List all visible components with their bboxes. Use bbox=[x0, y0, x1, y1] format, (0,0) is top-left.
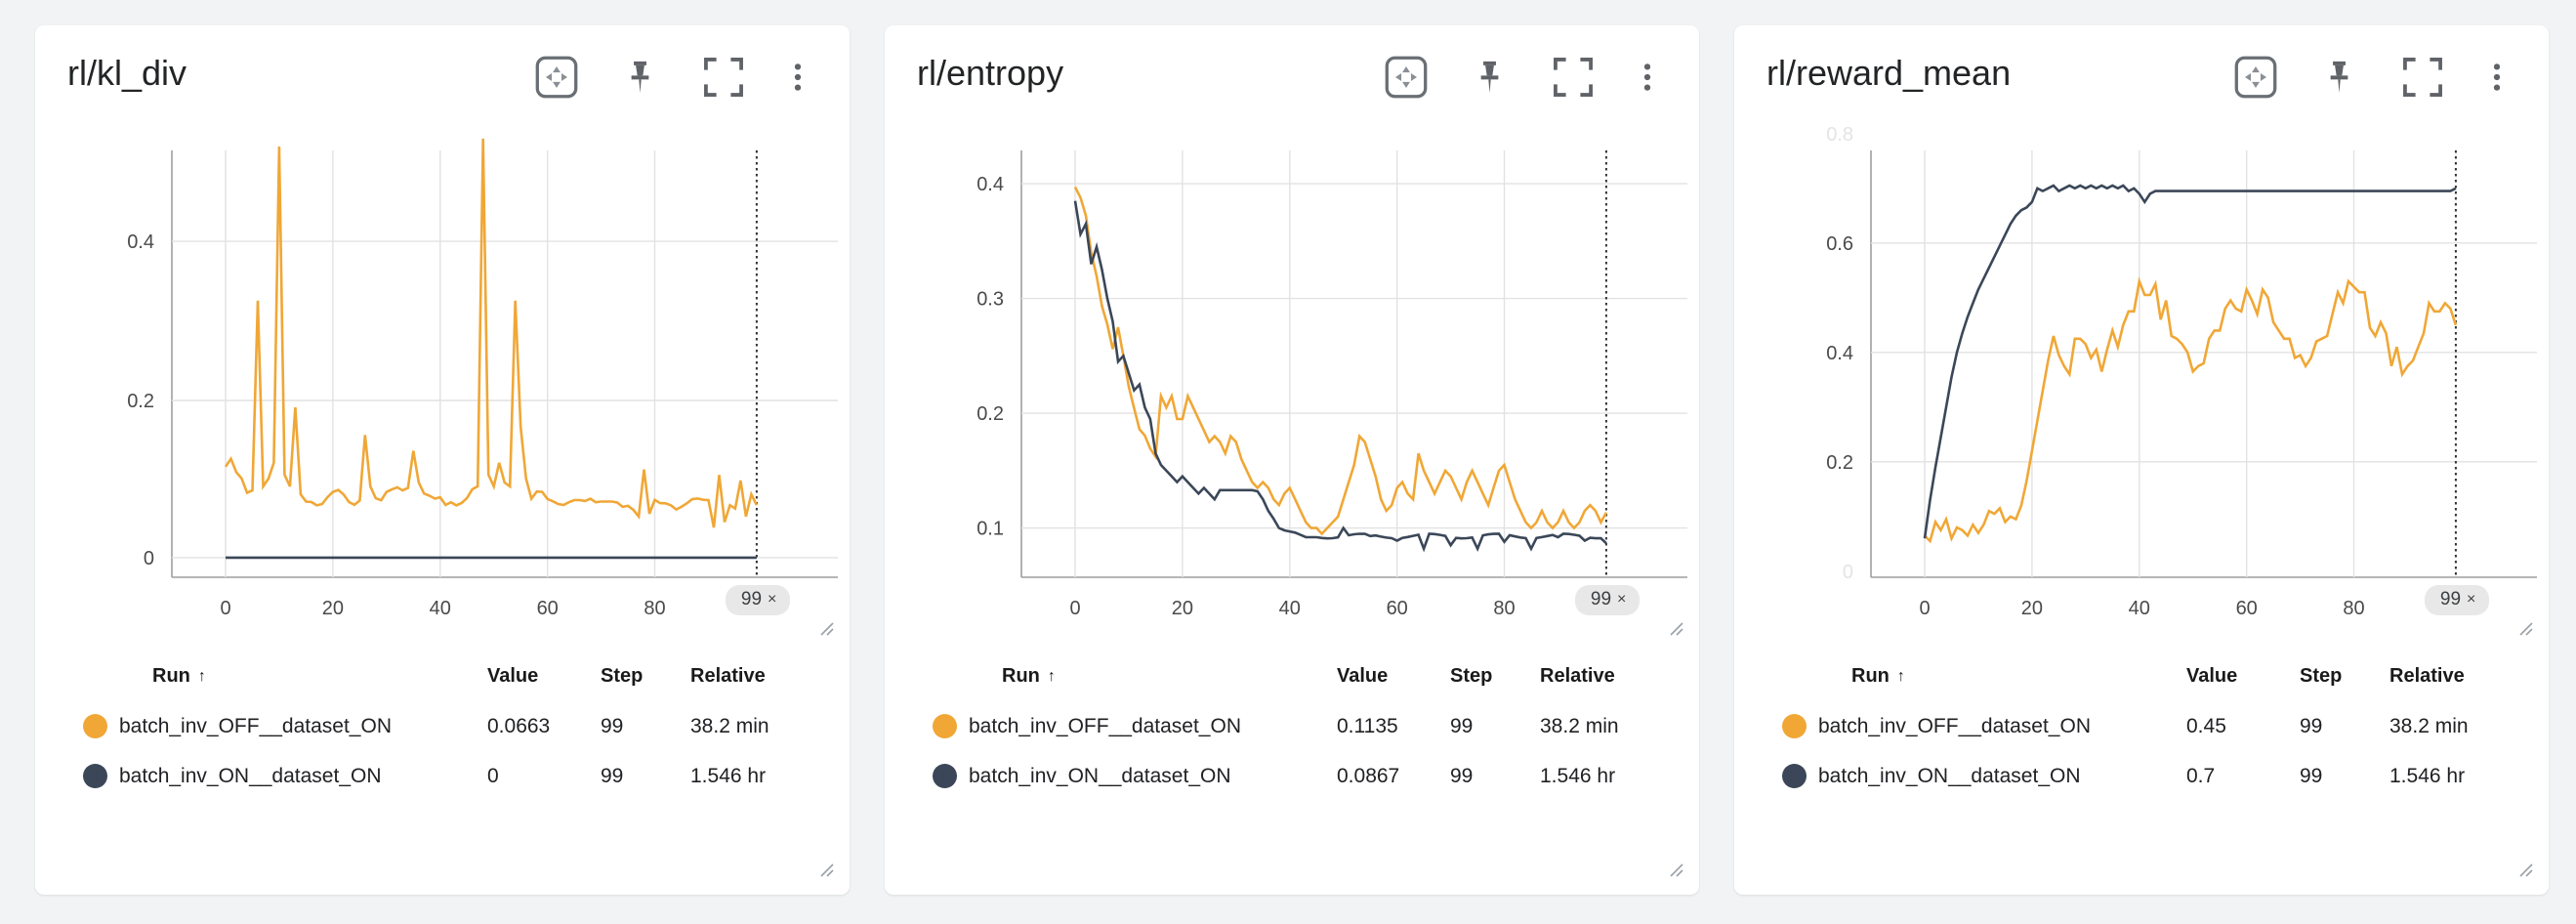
svg-text:0.2: 0.2 bbox=[976, 403, 1004, 425]
svg-text:0.1: 0.1 bbox=[976, 519, 1004, 540]
svg-text:0: 0 bbox=[1919, 598, 1930, 619]
svg-text:0: 0 bbox=[144, 548, 154, 569]
svg-text:80: 80 bbox=[2343, 598, 2364, 619]
svg-text:0.2: 0.2 bbox=[127, 391, 154, 412]
svg-text:20: 20 bbox=[2021, 598, 2043, 619]
svg-text:0: 0 bbox=[1069, 598, 1080, 619]
svg-text:20: 20 bbox=[322, 598, 344, 619]
svg-text:0: 0 bbox=[1843, 562, 1853, 583]
svg-text:80: 80 bbox=[644, 598, 665, 619]
svg-text:0.2: 0.2 bbox=[1826, 452, 1853, 474]
svg-text:40: 40 bbox=[430, 598, 451, 619]
svg-text:40: 40 bbox=[1279, 598, 1301, 619]
svg-text:20: 20 bbox=[1172, 598, 1193, 619]
svg-text:60: 60 bbox=[1387, 598, 1408, 619]
svg-text:40: 40 bbox=[2129, 598, 2150, 619]
svg-text:0.3: 0.3 bbox=[976, 289, 1004, 311]
svg-text:60: 60 bbox=[2236, 598, 2258, 619]
svg-text:80: 80 bbox=[1493, 598, 1515, 619]
svg-text:60: 60 bbox=[537, 598, 559, 619]
svg-text:0.4: 0.4 bbox=[976, 174, 1004, 195]
svg-text:0: 0 bbox=[220, 598, 230, 619]
svg-text:0.4: 0.4 bbox=[127, 231, 154, 253]
svg-text:0.6: 0.6 bbox=[1826, 233, 1853, 255]
svg-text:0.8: 0.8 bbox=[1826, 124, 1853, 146]
svg-text:0.4: 0.4 bbox=[1826, 343, 1853, 364]
